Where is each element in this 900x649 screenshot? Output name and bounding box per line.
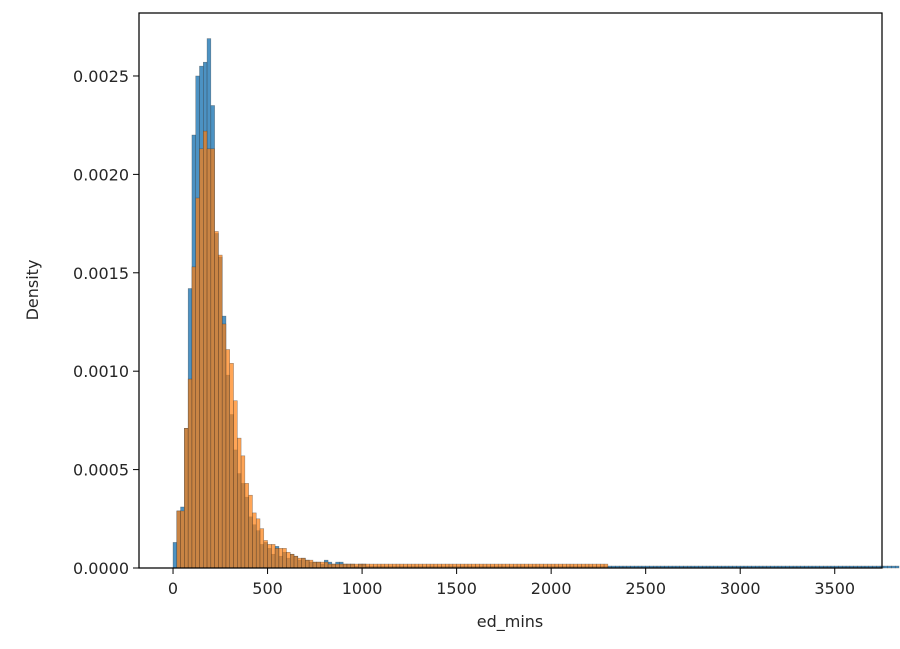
series-1-bar (221, 323, 227, 569)
series-0-bar (887, 565, 892, 569)
series-1-bar (255, 518, 261, 569)
series-1-bar (184, 428, 189, 569)
series-1-bar (320, 561, 325, 569)
series-1-bar (286, 552, 291, 569)
series-1-bar (206, 148, 212, 569)
y-tick-label: 0.0005 (73, 461, 129, 480)
series-1-bar (180, 510, 185, 569)
series-1-bar (244, 483, 249, 569)
series-1-bar (316, 561, 321, 569)
series-1-bar (278, 548, 283, 569)
y-tick-label: 0.0015 (73, 264, 129, 283)
series-1-bar (312, 561, 317, 569)
series-1-bar (240, 455, 246, 569)
series-1-bar (324, 561, 329, 569)
x-tick-label: 2500 (625, 579, 666, 598)
series-1-bar (218, 254, 223, 569)
series-1-bar (176, 510, 181, 569)
series-1-bar (199, 148, 204, 569)
x-tick-label: 3000 (720, 579, 761, 598)
series-1-bar (267, 544, 272, 569)
y-tick-label: 0.0025 (73, 67, 129, 86)
x-tick-label: 1500 (436, 579, 477, 598)
series-1-bar (305, 559, 310, 569)
y-tick-label: 0.0000 (73, 559, 129, 578)
series-1-bar (195, 197, 200, 569)
series-0-bar (891, 565, 896, 569)
y-axis-label: Density (23, 260, 42, 321)
series-1-bar (214, 231, 219, 569)
y-axis-ticks: 0.0000 0.0005 0.0010 0.0015 0.0020 0.0025 (73, 67, 139, 578)
x-tick-label: 3500 (814, 579, 855, 598)
series-0-bar (883, 565, 888, 569)
series-1-bar (203, 130, 208, 569)
series-0-bar (172, 542, 178, 569)
series-1-bar (229, 363, 234, 569)
x-tick-label: 0 (168, 579, 178, 598)
x-axis-ticks: 0 500 1000 1500 2000 2500 3000 3500 (168, 568, 855, 598)
series-1-bar (225, 349, 231, 569)
series-1-bar (248, 494, 253, 569)
series-1-bar (290, 553, 295, 569)
series-1-bar (259, 528, 265, 569)
x-tick-label: 1000 (342, 579, 383, 598)
axes-frame (138, 12, 883, 569)
series-1-bar (263, 540, 268, 569)
series-1-bar (252, 512, 257, 569)
series-1-bar (301, 557, 306, 569)
series-1-bar (237, 437, 242, 569)
y-tick-label: 0.0010 (73, 362, 129, 381)
x-tick-label: 500 (252, 579, 283, 598)
series-1-bar (271, 544, 276, 569)
series-1-bar (297, 557, 302, 569)
x-axis-label: ed_mins (477, 612, 544, 632)
series-1-bar (274, 548, 280, 569)
series-1-bar (293, 555, 299, 569)
series-1-bar (308, 559, 314, 569)
y-tick-label: 0.0020 (73, 165, 129, 184)
histogram-bars (172, 38, 900, 569)
series-1-bar (282, 548, 287, 569)
series-1-bar (233, 400, 238, 569)
series-0-bar (894, 565, 900, 569)
x-tick-label: 2000 (531, 579, 572, 598)
series-1-bar (210, 148, 215, 569)
series-1-bar (187, 378, 193, 569)
series-1-bar (191, 266, 196, 569)
